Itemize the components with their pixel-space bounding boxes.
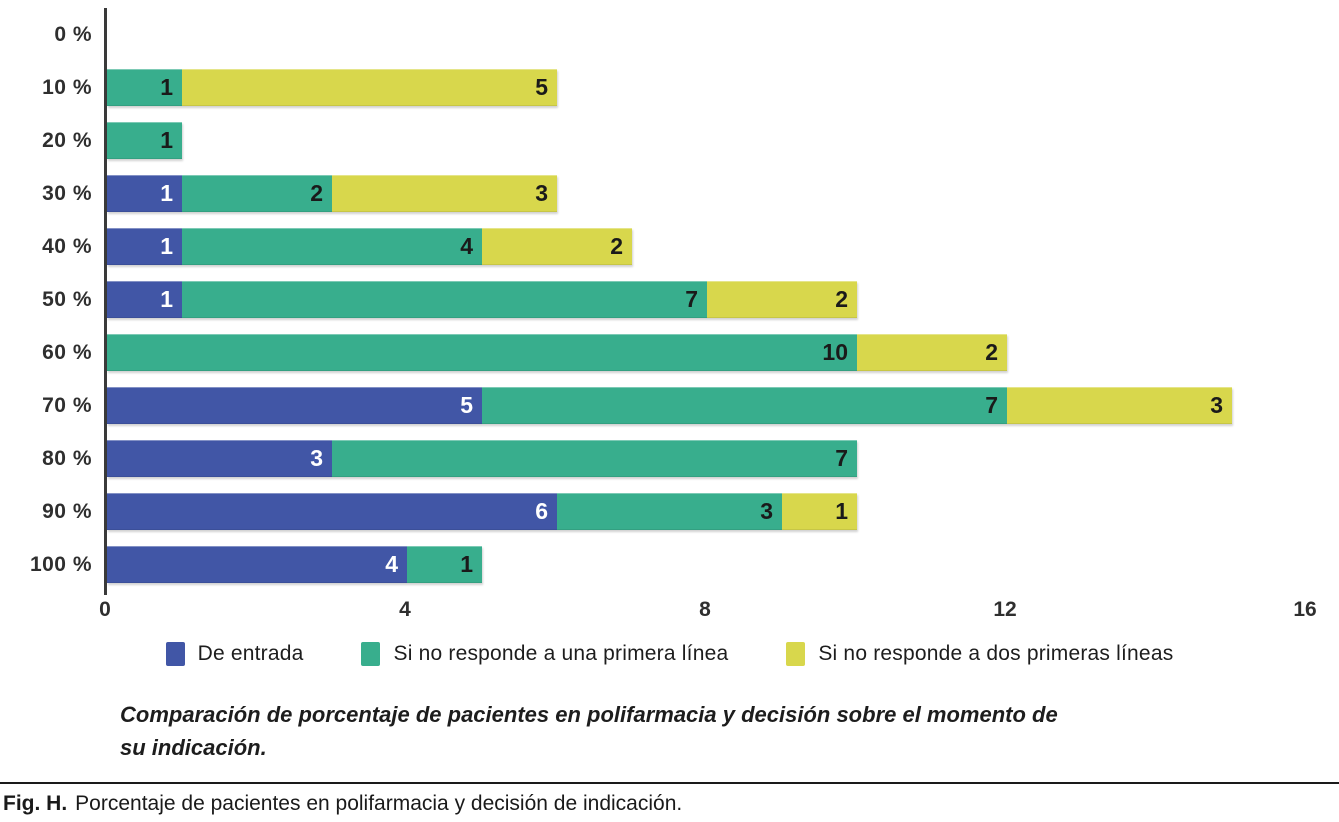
bar-segment: 1 <box>107 228 182 265</box>
bar-segment: 2 <box>182 175 332 212</box>
bar-value-label: 4 <box>385 551 398 577</box>
bar-row: 1 7 2 <box>107 281 857 318</box>
bar-row: 6 3 1 <box>107 493 857 530</box>
bar-segment: 5 <box>182 69 557 106</box>
bar-value-label: 3 <box>760 498 773 524</box>
bar-segment: 1 <box>107 122 182 159</box>
legend-swatch <box>786 642 806 666</box>
bar-segment: 7 <box>332 440 857 477</box>
legend-item: Si no responde a una primera línea <box>361 642 728 666</box>
figure-divider <box>0 782 1339 784</box>
bar-value-label: 1 <box>160 127 173 153</box>
y-axis-label: 0 % <box>54 23 92 46</box>
figure-caption-text: Porcentaje de pacientes en polifarmacia … <box>75 792 683 815</box>
bar-value-label: 7 <box>685 286 698 312</box>
y-axis-label: 40 % <box>42 235 92 258</box>
bar-value-label: 1 <box>460 551 473 577</box>
bar-segment: 5 <box>107 387 482 424</box>
bar-value-label: 3 <box>1210 392 1223 418</box>
bar-segment: 2 <box>857 334 1007 371</box>
bar-value-label: 10 <box>822 339 848 365</box>
bar-segment: 10 <box>107 334 857 371</box>
legend-swatch <box>165 642 185 666</box>
bar-value-label: 1 <box>160 74 173 100</box>
bar-segment: 3 <box>557 493 782 530</box>
bar-value-label: 1 <box>835 498 848 524</box>
y-axis-label: 70 % <box>42 394 92 417</box>
chart-legend: De entrada Si no responde a una primera l… <box>0 637 1339 671</box>
figure-label: Fig. H. <box>3 792 68 815</box>
bar-value-label: 5 <box>460 392 473 418</box>
bar-segment: 1 <box>107 281 182 318</box>
bar-value-label: 2 <box>310 180 323 206</box>
bar-value-label: 3 <box>535 180 548 206</box>
bar-row: 5 7 3 <box>107 387 1232 424</box>
legend-item: De entrada <box>165 642 304 666</box>
x-axis-tick-label: 8 <box>699 598 711 621</box>
figure-caption: Fig. H. Porcentaje de pacientes en polifa… <box>3 792 1333 816</box>
bar-value-label: 1 <box>160 180 173 206</box>
bar-segment: 1 <box>782 493 857 530</box>
bar-value-label: 2 <box>835 286 848 312</box>
bar-segment: 7 <box>482 387 1007 424</box>
legend-swatch <box>361 642 381 666</box>
y-axis-label: 20 % <box>42 129 92 152</box>
legend-label: De entrada <box>197 642 304 665</box>
y-axis-label: 100 % <box>29 553 92 576</box>
bar-value-label: 6 <box>535 498 548 524</box>
chart-caption: Comparación de porcentaje de pacientes e… <box>120 702 1058 760</box>
x-axis-tick-label: 16 <box>1293 598 1317 621</box>
bar-segment: 3 <box>107 440 332 477</box>
bar-row: 1 2 3 <box>107 175 557 212</box>
legend-item: Si no responde a dos primeras líneas <box>786 642 1173 666</box>
bar-segment: 7 <box>182 281 707 318</box>
bar-value-label: 5 <box>535 74 548 100</box>
y-axis-label: 90 % <box>42 500 92 523</box>
bar-segment: 2 <box>482 228 632 265</box>
y-axis-line <box>104 8 107 595</box>
legend-label: Si no responde a una primera línea <box>393 642 729 665</box>
legend-label: Si no responde a dos primeras líneas <box>818 642 1174 665</box>
bar-segment: 1 <box>107 175 182 212</box>
bar-segment: 4 <box>182 228 482 265</box>
bar-segment: 1 <box>407 546 482 583</box>
bar-segment: 1 <box>107 69 182 106</box>
bar-value-label: 7 <box>985 392 998 418</box>
x-axis-tick-label: 4 <box>399 598 411 621</box>
bar-segment: 3 <box>332 175 557 212</box>
bar-segment: 6 <box>107 493 557 530</box>
bar-value-label: 1 <box>160 286 173 312</box>
y-axis-label: 30 % <box>42 182 92 205</box>
bar-segment: 4 <box>107 546 407 583</box>
bar-segment: 2 <box>707 281 857 318</box>
x-axis-tick-label: 0 <box>99 598 111 621</box>
bar-value-label: 2 <box>610 233 623 259</box>
x-axis-tick-label: 12 <box>993 598 1017 621</box>
bar-row: 1 <box>107 122 182 159</box>
bar-value-label: 7 <box>835 445 848 471</box>
stacked-bar-chart: 0 % 10 % 1 5 20 % 1 30 % 1 2 3 40 % 1 4 2 50 % 1 7 2 60 % 1… <box>29 8 1317 621</box>
bar-value-label: 1 <box>160 233 173 259</box>
bar-value-label: 3 <box>310 445 323 471</box>
bar-value-label: 4 <box>460 233 473 259</box>
bar-row: 10 2 <box>107 334 1007 371</box>
bar-segment: 3 <box>1007 387 1232 424</box>
y-axis-label: 10 % <box>42 76 92 99</box>
bar-value-label: 2 <box>985 339 998 365</box>
y-axis-label: 50 % <box>42 288 92 311</box>
bar-row: 1 4 2 <box>107 228 632 265</box>
y-axis-label: 80 % <box>42 447 92 470</box>
y-axis-label: 60 % <box>42 341 92 364</box>
